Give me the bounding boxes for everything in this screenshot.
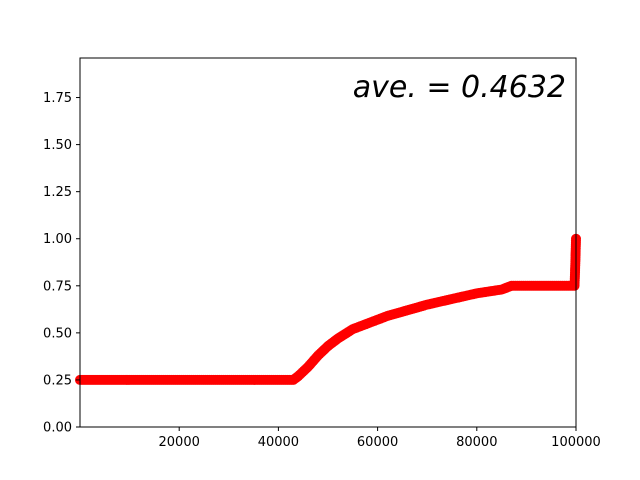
y-tick-label: 0.50 [43,326,72,341]
y-tick-label: 1.25 [43,185,72,200]
average-annotation: ave. = 0.4632 [353,70,566,105]
x-axis: 20000 40000 60000 80000 100000 [159,427,601,450]
x-tick-label: 40000 [258,435,299,450]
data-points [75,233,581,385]
y-tick-label: 0.75 [43,279,72,294]
y-tick-label: 1.75 [43,91,72,106]
x-tick-label: 80000 [456,435,497,450]
x-tick-label: 20000 [159,435,200,450]
y-tick-label: 1.50 [43,138,72,153]
y-tick-label: 1.00 [43,232,72,247]
y-tick-label: 0.25 [43,373,72,388]
x-tick-label: 100000 [551,435,601,450]
y-axis: 0.00 0.25 0.50 0.75 1.00 1.25 1.50 1.75 [43,91,80,436]
y-tick-label: 0.00 [43,421,72,436]
plot-frame [79,57,577,428]
x-tick-label: 60000 [357,435,398,450]
